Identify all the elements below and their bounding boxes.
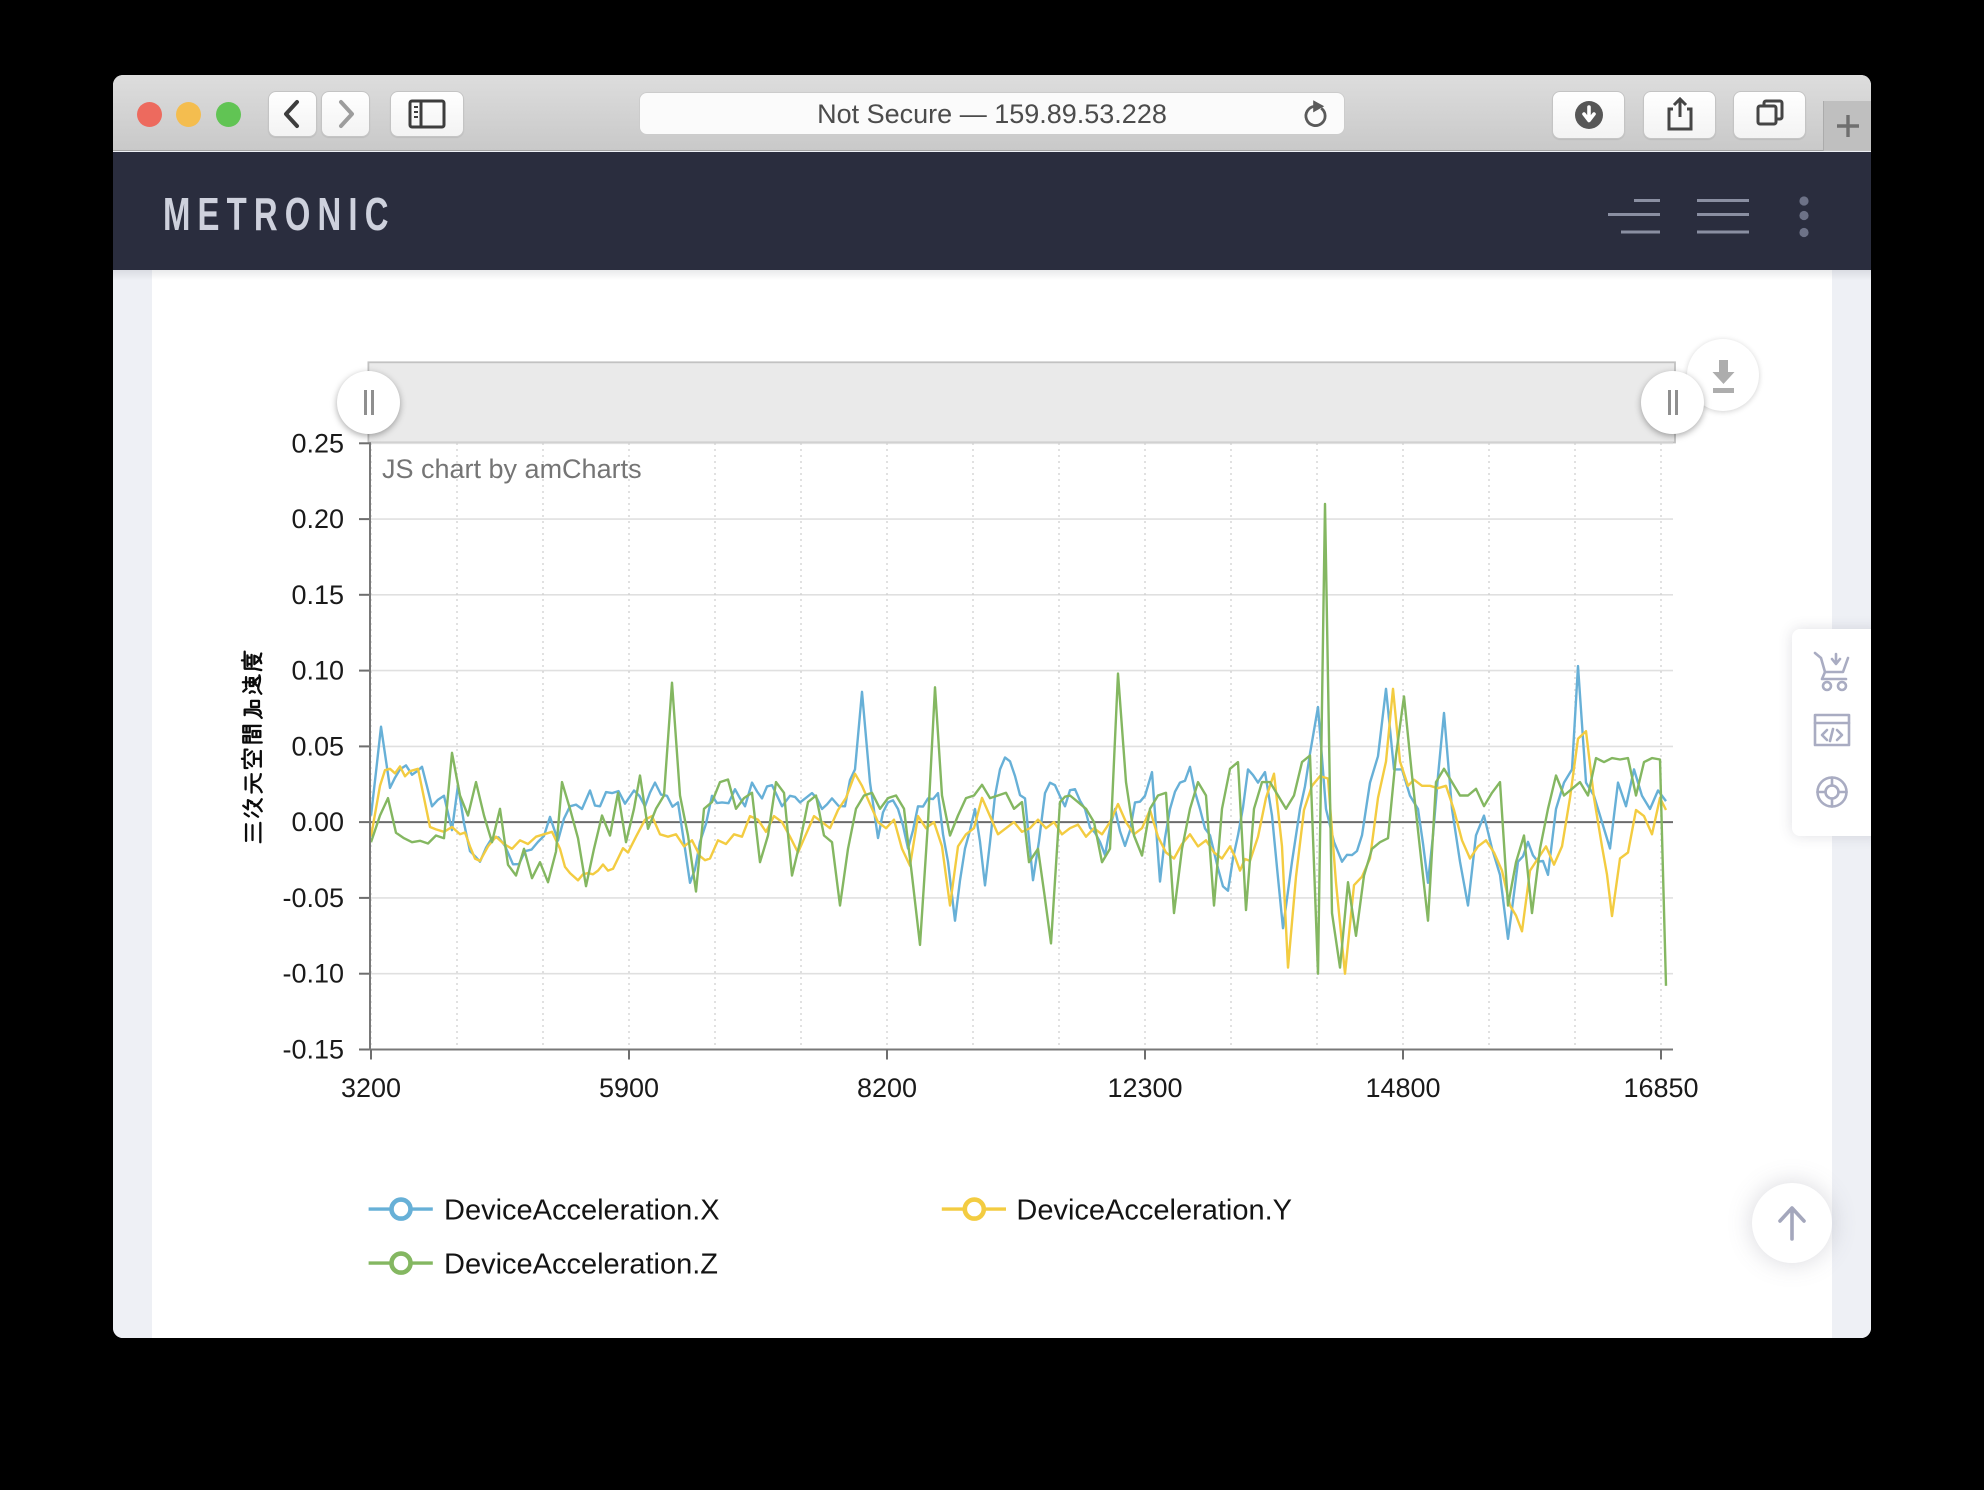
svg-text:3200: 3200 (341, 1073, 401, 1103)
svg-text:14800: 14800 (1365, 1073, 1440, 1103)
svg-text:0.25: 0.25 (291, 428, 344, 458)
svg-text:16850: 16850 (1623, 1073, 1698, 1103)
svg-text:0.05: 0.05 (291, 731, 344, 761)
svg-text:-0.15: -0.15 (282, 1035, 344, 1065)
svg-text:5900: 5900 (599, 1073, 659, 1103)
svg-text:-0.05: -0.05 (282, 883, 344, 913)
svg-text:DeviceAcceleration.Z: DeviceAcceleration.Z (444, 1249, 718, 1281)
svg-text:0.10: 0.10 (291, 656, 344, 686)
svg-text:8200: 8200 (857, 1073, 917, 1103)
svg-text:-0.10: -0.10 (282, 959, 344, 989)
svg-text:0.15: 0.15 (291, 580, 344, 610)
svg-text:12300: 12300 (1107, 1073, 1182, 1103)
svg-text:JS chart by amCharts: JS chart by amCharts (382, 454, 642, 484)
svg-text:DeviceAcceleration.X: DeviceAcceleration.X (444, 1195, 720, 1227)
svg-text:DeviceAcceleration.Y: DeviceAcceleration.Y (1016, 1195, 1292, 1227)
svg-text:0.20: 0.20 (291, 504, 344, 534)
svg-text:0.00: 0.00 (291, 807, 344, 837)
